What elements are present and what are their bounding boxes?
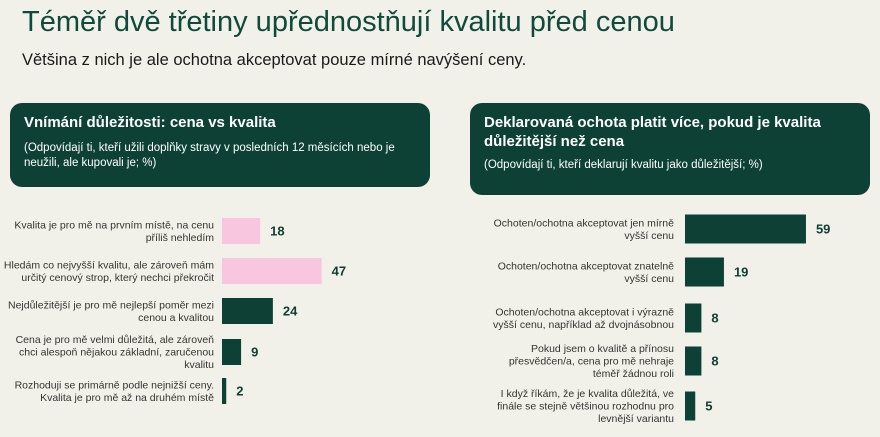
left-panel-header: Vnímání důležitosti: cena vs kvalita (Od… — [10, 103, 430, 187]
left-bar — [222, 339, 242, 365]
left-value-label: 47 — [332, 264, 346, 279]
right-value-label: 8 — [711, 354, 718, 369]
right-panel-header: Deklarovaná ochota platit více, pokud je… — [470, 103, 870, 195]
right-bar — [685, 346, 702, 376]
right-category-label: Ochoten/ochotna akceptovat znatelně vyšší… — [498, 260, 674, 285]
left-bar-group: Cena je pro mě velmi důležitá, ale zárov… — [16, 334, 259, 371]
right-bar-group: Ochoten/ochotna akceptovat jen mírně vyšš… — [494, 214, 830, 244]
left-bar-group: Hledám co nejvyšší kvalitu, ale zároveň … — [4, 258, 346, 284]
left-bar-group: Kvalita je pro mě na prvním místě, na ce… — [14, 218, 285, 244]
right-bar-group: Ochoten/ochotna akceptovat znatelně vyšší… — [498, 257, 748, 287]
right-bar — [685, 391, 696, 421]
left-bar — [222, 218, 261, 244]
left-category-label: Nejdůležitější je pro mě nejlepší poměr … — [8, 299, 214, 324]
left-panel-title: Vnímání důležitosti: cena vs kvalita — [24, 114, 276, 131]
right-category-label: Pokud jsem o kvalitě a přínosu přesvědčen… — [509, 343, 674, 380]
left-panel-note: (Odpovídají ti, kteří užili doplňky stra… — [24, 142, 395, 169]
right-bar — [685, 303, 702, 333]
left-value-label: 24 — [283, 304, 298, 319]
right-value-label: 19 — [734, 265, 748, 280]
left-value-label: 9 — [251, 345, 258, 360]
right-bar-group: I když říkám, že je kvalita důležitá, ve… — [497, 388, 712, 425]
right-panel-title: Deklarovaná ochota platit více, pokud je… — [484, 114, 821, 150]
left-category-label: Kvalita je pro mě na prvním místě, na ce… — [14, 219, 214, 244]
left-bar-group: Rozhoduji se primárně podle nejnižší cen… — [15, 378, 243, 404]
right-category-label: Ochoten/ochotna akceptovat jen mírně vyšš… — [494, 217, 675, 242]
right-value-label: 8 — [711, 311, 718, 326]
right-bar-group: Ochoten/ochotna akceptovat i výrazně vyšš… — [493, 303, 719, 333]
left-category-label: Rozhoduji se primárně podle nejnižší cen… — [15, 379, 215, 404]
left-bar — [222, 258, 322, 284]
right-value-label: 5 — [705, 399, 712, 414]
right-bar — [685, 257, 724, 287]
right-value-label: 59 — [816, 222, 830, 237]
right-category-label: Ochoten/ochotna akceptovat i výrazně vyšš… — [493, 306, 674, 331]
left-category-label: Hledám co nejvyšší kvalitu, ale zároveň … — [4, 259, 214, 284]
right-bar — [685, 214, 806, 244]
right-category-label: I když říkám, že je kvalita důležitá, ve… — [497, 388, 674, 425]
left-value-label: 18 — [270, 224, 284, 239]
left-bar — [222, 298, 273, 324]
left-category-label: Cena je pro mě velmi důležitá, ale zárov… — [16, 334, 215, 371]
right-bar-group: Pokud jsem o kvalitě a přínosu přesvědčen… — [509, 343, 719, 380]
page-subtitle: Většina z nich je ale ochotna akceptovat… — [22, 51, 527, 69]
right-panel-note: (Odpovídají ti, kteří deklarují kvalitu … — [484, 159, 763, 171]
left-bar-group: Nejdůležitější je pro mě nejlepší poměr … — [8, 298, 298, 324]
left-value-label: 2 — [236, 384, 243, 399]
left-bar — [222, 378, 227, 404]
page-title: Téměř dvě třetiny upřednostňují kvalitu … — [22, 6, 675, 38]
